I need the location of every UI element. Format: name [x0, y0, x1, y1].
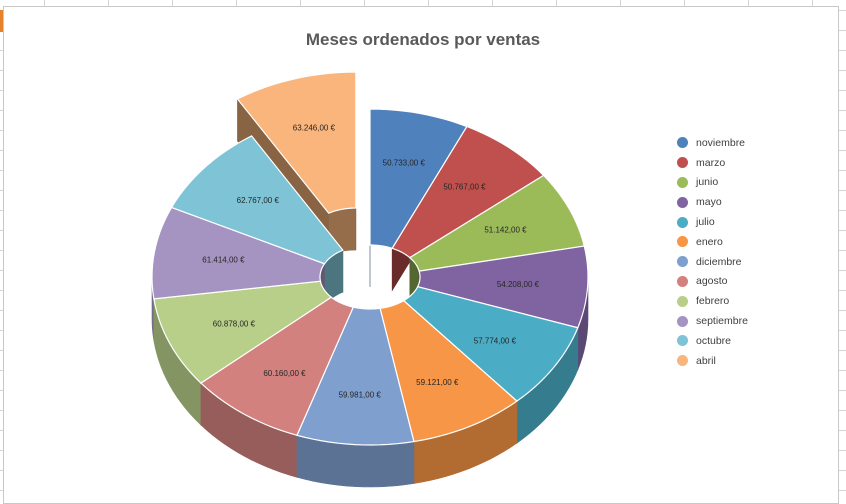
legend-label: septiembre [696, 315, 748, 328]
legend-color-marker [677, 196, 688, 208]
slice-abril[interactable] [236, 71, 357, 214]
legend-item-mayo[interactable]: mayo [677, 192, 827, 212]
slice-tops [151, 71, 589, 446]
legend-color-marker [677, 335, 688, 347]
legend-label: febrero [696, 295, 730, 308]
legend-item-marzo[interactable]: marzo [677, 153, 827, 173]
legend-color-marker [677, 236, 688, 248]
legend-item-junio[interactable]: junio [677, 173, 827, 193]
data-label-marzo: 50.767,00 € [443, 182, 486, 191]
legend-color-marker [677, 256, 688, 268]
legend-label: abril [696, 354, 716, 367]
data-label-octubre: 62.767,00 € [237, 196, 280, 205]
legend-color-marker [677, 355, 688, 367]
data-label-junio: 51.142,00 € [484, 225, 527, 234]
legend-label: noviembre [696, 136, 746, 149]
legend-color-marker [677, 315, 688, 327]
legend-label: julio [696, 216, 715, 229]
data-label-febrero: 60.878,00 € [213, 320, 256, 329]
legend-label: marzo [696, 156, 726, 169]
legend-item-enero[interactable]: enero [677, 232, 827, 252]
legend-item-febrero[interactable]: febrero [677, 291, 827, 311]
data-label-septiembre: 61.414,00 € [202, 256, 245, 265]
legend-color-marker [677, 295, 688, 307]
legend-color-marker [677, 176, 688, 188]
data-labels: 50.733,00 € 50.767,00 € 51.142,00 € 54.208,… [202, 123, 539, 399]
data-label-enero: 59.121,00 € [416, 378, 459, 387]
legend-color-marker [677, 137, 688, 149]
data-label-agosto: 60.160,00 € [263, 369, 306, 378]
legend-label: enero [696, 235, 723, 248]
legend-item-diciembre[interactable]: diciembre [677, 252, 827, 272]
chart-title: Meses ordenados por ventas [305, 30, 541, 49]
cell-selection-marker [0, 10, 3, 32]
slice-octubre[interactable] [170, 135, 344, 265]
legend-label: mayo [696, 196, 722, 209]
data-label-diciembre: 59.981,00 € [339, 390, 382, 399]
legend-color-marker [677, 275, 688, 287]
legend-item-octubre[interactable]: octubre [677, 331, 827, 351]
legend-item-abril[interactable]: abril [677, 351, 827, 371]
legend-item-julio[interactable]: julio [677, 212, 827, 232]
data-label-noviembre: 50.733,00 € [383, 159, 426, 168]
legend-label: octubre [696, 334, 732, 347]
legend-item-agosto[interactable]: agosto [677, 272, 827, 292]
data-label-abril: 63.246,00 € [293, 123, 336, 132]
legend-label: junio [696, 176, 719, 189]
legend-color-marker [677, 157, 688, 169]
data-label-mayo: 54.208,00 € [497, 280, 540, 289]
legend-label: agosto [696, 275, 728, 288]
legend-color-marker [677, 216, 688, 228]
chart-legend: noviembre marzo junio mayo julio enero diciemb… [677, 133, 827, 371]
legend-label: diciembre [696, 255, 742, 268]
legend-item-septiembre[interactable]: septiembre [677, 311, 827, 331]
legend-item-noviembre[interactable]: noviembre [677, 133, 827, 153]
data-label-julio: 57.774,00 € [474, 336, 517, 345]
